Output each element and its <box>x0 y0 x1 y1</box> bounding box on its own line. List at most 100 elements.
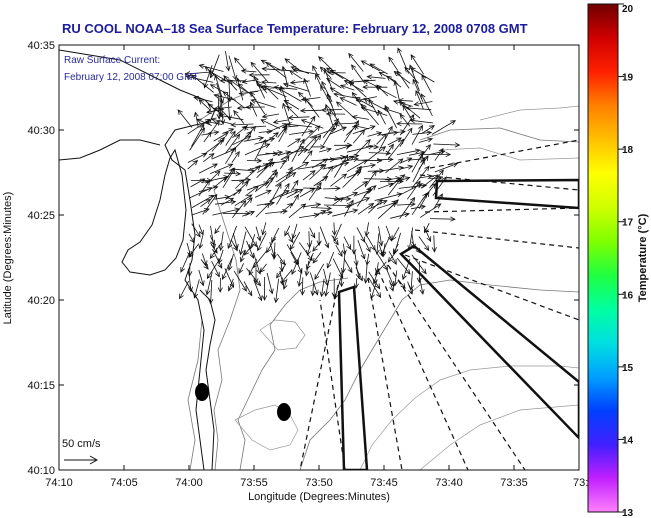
y-tick-label: 40:10 <box>27 465 55 477</box>
current-vector <box>203 131 212 143</box>
current-vector <box>230 239 238 252</box>
current-vector <box>339 84 355 91</box>
current-vector <box>343 236 352 251</box>
y-tick-label: 40:35 <box>27 40 55 52</box>
current-vector <box>213 93 236 101</box>
current-vector <box>411 124 423 145</box>
station-marker <box>195 383 209 401</box>
current-vector <box>237 83 256 99</box>
current-vector <box>190 178 206 188</box>
current-vector <box>366 74 386 80</box>
current-vector <box>206 258 221 280</box>
current-vector <box>310 144 326 150</box>
current-vector <box>343 258 353 274</box>
current-vector <box>331 222 337 236</box>
current-vector <box>400 164 414 170</box>
current-vector <box>322 185 341 192</box>
current-vector <box>418 137 434 143</box>
current-vector <box>368 150 392 156</box>
current-vector <box>407 281 413 295</box>
current-vector <box>352 129 366 144</box>
current-vector <box>381 243 387 258</box>
current-vector <box>385 158 404 174</box>
current-vector <box>404 66 420 84</box>
x-tick-label: 73:55 <box>240 477 268 489</box>
current-vector <box>227 225 237 250</box>
current-vector <box>224 171 242 177</box>
current-vector <box>217 249 224 265</box>
current-vector <box>300 188 316 197</box>
current-vector <box>243 136 265 142</box>
current-vector <box>329 87 345 97</box>
current-vector <box>233 270 247 292</box>
current-vector <box>302 170 316 181</box>
scale-label: 50 cm/s <box>62 438 101 450</box>
current-vector <box>246 158 263 164</box>
colorbar-tick-label: 17 <box>622 218 634 229</box>
current-vector <box>209 242 222 260</box>
current-vector <box>345 124 358 136</box>
current-vector <box>234 194 253 207</box>
current-vector <box>368 199 383 214</box>
colorbar-ticks: 20 19 18 17 16 15 14 13 <box>618 3 634 518</box>
current-vector <box>411 152 424 173</box>
current-vector <box>333 154 349 178</box>
current-vector <box>188 187 213 199</box>
legend-line-1: Raw Surface Current: <box>64 55 160 66</box>
current-vector <box>214 74 223 98</box>
current-vector <box>234 57 246 71</box>
current-vector <box>410 231 416 250</box>
current-vector <box>432 176 447 196</box>
current-vector <box>191 223 201 238</box>
current-vector <box>286 105 299 118</box>
current-vector <box>187 152 208 163</box>
current-vector <box>346 159 368 173</box>
current-vector <box>419 174 433 180</box>
current-vector <box>396 201 416 207</box>
current-vector <box>304 260 310 277</box>
current-vector <box>299 108 322 114</box>
current-vector <box>353 250 359 267</box>
current-vector <box>257 232 267 252</box>
current-vector <box>297 135 317 157</box>
current-vector <box>308 182 322 201</box>
current-vector <box>282 102 291 125</box>
current-vector <box>286 188 304 198</box>
current-vector <box>309 163 327 180</box>
current-vector <box>396 148 421 155</box>
current-vector <box>416 261 422 284</box>
current-vector <box>193 95 213 103</box>
current-vector <box>397 279 406 289</box>
current-vector <box>180 250 191 273</box>
current-vector <box>198 224 204 236</box>
x-tick-label: 74:10 <box>45 477 73 489</box>
current-vector <box>433 193 443 209</box>
current-vector <box>266 171 278 189</box>
current-vector <box>329 107 344 129</box>
current-vector <box>399 113 411 127</box>
current-vector <box>209 54 220 79</box>
current-vector <box>326 93 337 116</box>
current-vector <box>278 127 287 143</box>
current-vector <box>243 281 253 297</box>
current-vector <box>333 276 342 300</box>
current-vector <box>287 115 310 121</box>
current-vector <box>401 258 411 281</box>
current-vector <box>193 111 199 128</box>
current-vector <box>280 202 293 214</box>
current-vector <box>335 144 351 151</box>
current-vector <box>354 180 369 191</box>
current-vector <box>290 179 299 192</box>
current-vector <box>233 180 249 196</box>
colorbar-tick-label: 18 <box>622 145 634 156</box>
current-vector <box>302 150 313 164</box>
current-vector <box>259 263 267 274</box>
current-vector <box>198 99 212 111</box>
current-vector <box>187 160 199 170</box>
current-vector <box>365 146 387 163</box>
current-vector <box>411 192 428 215</box>
current-vector <box>240 68 257 74</box>
current-vector <box>213 176 228 189</box>
current-vector <box>319 210 333 216</box>
